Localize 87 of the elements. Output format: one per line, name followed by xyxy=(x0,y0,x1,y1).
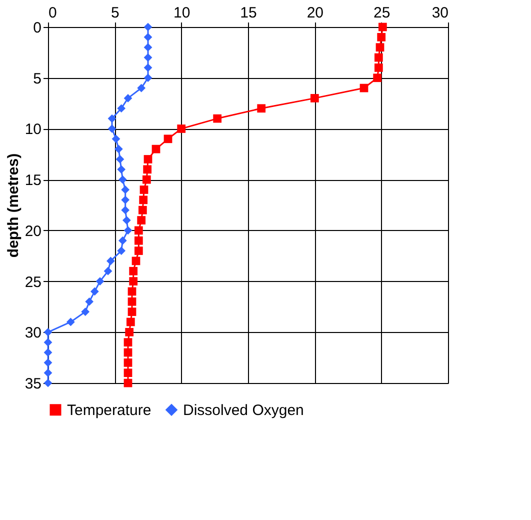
point xyxy=(138,206,147,214)
point xyxy=(122,216,131,224)
x-tick-label: 25 xyxy=(373,4,390,22)
point xyxy=(104,266,112,276)
point xyxy=(124,358,132,367)
point xyxy=(44,338,52,346)
point xyxy=(142,175,151,184)
point xyxy=(144,43,152,52)
y-tick-label: 5 xyxy=(33,70,42,88)
point xyxy=(117,165,126,174)
point xyxy=(81,308,90,316)
legend-label: Temperature xyxy=(67,402,152,419)
point xyxy=(144,53,152,62)
point xyxy=(124,226,132,235)
point xyxy=(90,287,99,296)
point xyxy=(112,134,120,144)
point xyxy=(360,84,368,92)
point xyxy=(377,32,386,42)
point xyxy=(126,318,135,326)
point xyxy=(85,297,94,306)
point xyxy=(134,246,143,255)
point xyxy=(96,277,104,286)
point xyxy=(66,318,75,326)
point xyxy=(116,155,124,164)
point xyxy=(144,64,152,72)
point xyxy=(44,358,52,367)
x-tick-label: 5 xyxy=(110,4,120,22)
point xyxy=(121,186,130,194)
point xyxy=(124,378,132,388)
point xyxy=(140,186,148,194)
point xyxy=(143,165,152,174)
point xyxy=(114,144,123,154)
legend-label: Dissolved Oxygen xyxy=(183,402,304,419)
point xyxy=(44,348,52,357)
point xyxy=(144,22,152,32)
y-tick-label: 35 xyxy=(24,376,42,392)
point xyxy=(124,94,132,102)
y-tick-label: 25 xyxy=(24,274,42,291)
point xyxy=(137,216,146,224)
point xyxy=(118,175,127,184)
y-tick-label: 15 xyxy=(24,172,42,190)
y-axis-title: depth (metres) xyxy=(4,153,22,258)
point xyxy=(139,196,148,204)
point xyxy=(144,74,152,82)
point xyxy=(152,144,160,154)
point xyxy=(132,256,140,266)
point xyxy=(44,368,52,378)
point xyxy=(117,246,126,255)
point xyxy=(144,155,152,164)
point xyxy=(376,43,384,52)
x-tick-label: 0 xyxy=(48,4,57,22)
y-tick-label: 0 xyxy=(33,20,42,36)
point xyxy=(144,32,152,42)
point xyxy=(117,104,126,113)
point xyxy=(125,328,134,336)
point xyxy=(164,134,172,144)
point xyxy=(310,94,319,102)
point xyxy=(108,114,116,123)
point xyxy=(121,196,130,204)
point xyxy=(108,124,116,133)
y-tick-label: 30 xyxy=(24,324,42,342)
point xyxy=(374,64,383,72)
x-tick-label: 10 xyxy=(173,4,190,22)
x-tick-label: 15 xyxy=(240,4,257,22)
point xyxy=(257,104,266,113)
point xyxy=(177,124,186,133)
point xyxy=(106,256,115,266)
point xyxy=(134,226,143,235)
point xyxy=(213,114,222,123)
point xyxy=(128,287,136,296)
point xyxy=(374,53,383,62)
x-tick-label: 20 xyxy=(306,4,324,22)
point xyxy=(129,266,138,276)
point xyxy=(373,74,382,82)
point xyxy=(118,236,127,245)
point xyxy=(121,206,130,214)
point xyxy=(124,348,132,357)
point xyxy=(124,368,132,378)
y-tick-label: 20 xyxy=(24,222,42,240)
x-tick-label: 30 xyxy=(432,4,448,22)
y-tick-label: 10 xyxy=(24,121,42,138)
point xyxy=(137,84,146,92)
point xyxy=(134,236,143,245)
point xyxy=(128,308,136,316)
point xyxy=(129,277,138,286)
point xyxy=(128,297,136,306)
point xyxy=(124,338,132,346)
